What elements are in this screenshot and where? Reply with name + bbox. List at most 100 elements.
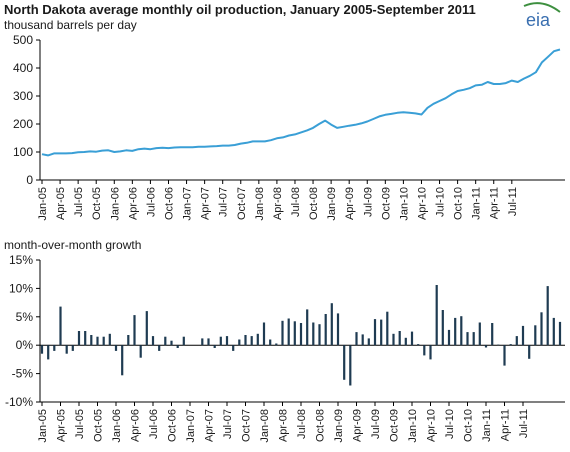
bottom-x-tick-label: Jul-08 <box>296 409 308 439</box>
growth-bar <box>133 315 136 346</box>
growth-bar <box>40 345 44 354</box>
growth-bar <box>312 322 315 346</box>
growth-bar <box>108 333 111 346</box>
growth-bar <box>429 345 432 360</box>
growth-bar <box>139 345 142 358</box>
growth-bar <box>478 322 481 346</box>
growth-bar <box>170 340 173 346</box>
bottom-x-tick-label: Apr-10 <box>426 409 438 442</box>
growth-bar <box>521 325 525 346</box>
growth-bar <box>330 303 333 346</box>
production-series-line <box>41 48 561 157</box>
bottom-x-tick-label: Jul-09 <box>370 409 382 439</box>
top-x-tick-label: Apr-10 <box>416 187 428 220</box>
top-x-tick-label: Apr-05 <box>55 187 67 220</box>
growth-bar <box>164 336 167 346</box>
bottom-x-tick-label: Apr-11 <box>500 409 512 441</box>
growth-bar <box>269 339 272 346</box>
bottom-x-tick-label: Apr-08 <box>278 409 290 442</box>
bottom-y-tick-label: -5% <box>12 367 34 381</box>
top-x-tick-label: Jan-07 <box>182 187 194 221</box>
bottom-x-tick-label: Apr-05 <box>56 409 68 442</box>
bottom-x-tick-label: Apr-07 <box>204 409 216 442</box>
top-x-tick-label: Oct-10 <box>453 187 465 220</box>
top-y-tick-label: 200 <box>13 117 33 131</box>
growth-bar <box>281 320 284 346</box>
growth-bar <box>176 345 179 348</box>
top-x-tick-label: Jul-08 <box>290 187 302 217</box>
growth-bar <box>484 345 488 348</box>
growth-bar <box>145 311 148 346</box>
growth-bar <box>361 334 364 346</box>
bottom-x-tick-label: Apr-09 <box>352 409 364 442</box>
growth-bar <box>392 333 395 346</box>
growth-bar <box>447 329 451 346</box>
growth-bar <box>349 345 352 386</box>
growth-bar <box>262 322 266 346</box>
top-x-tick-label: Jan-06 <box>109 187 121 221</box>
growth-bar <box>466 332 469 346</box>
growth-bar <box>373 319 377 346</box>
top-y-tick-label: 500 <box>13 33 33 47</box>
bottom-x-tick-label: Jul-05 <box>74 409 86 439</box>
logo-swoosh-icon <box>523 2 561 13</box>
growth-bar <box>201 338 204 346</box>
growth-bar <box>367 338 370 346</box>
growth-bar <box>503 345 506 366</box>
growth-bar <box>318 324 321 346</box>
logo-text: eia <box>526 10 551 30</box>
growth-bar <box>404 337 407 346</box>
top-y-tick-label: 400 <box>13 61 33 75</box>
growth-bar <box>232 345 235 351</box>
growth-bar <box>275 343 278 346</box>
eia-logo: eia <box>512 2 568 30</box>
top-x-tick-label: Jan-11 <box>471 187 483 220</box>
chart-title: North Dakota average monthly oil product… <box>4 2 476 17</box>
bottom-x-tick-label: Jul-07 <box>222 409 234 439</box>
growth-bar <box>238 339 241 346</box>
bottom-x-tick-label: Jan-09 <box>333 409 345 443</box>
top-x-tick-label: Jul-09 <box>362 187 374 217</box>
bottom-chart-y-axis-label: month-over-month growth <box>4 238 142 252</box>
growth-bar <box>151 336 155 346</box>
top-x-tick-label: Jul-05 <box>73 187 85 217</box>
growth-bar <box>65 345 68 354</box>
bottom-y-tick-label: 0% <box>16 338 34 352</box>
growth-bar <box>491 323 494 346</box>
growth-bar <box>497 344 500 346</box>
bottom-x-tick-label: Jan-06 <box>111 409 123 443</box>
growth-bar <box>59 306 62 346</box>
growth-bar <box>225 336 229 346</box>
bottom-x-tick-label: Jan-10 <box>407 409 419 443</box>
top-x-tick-label: Jul-11 <box>507 187 519 216</box>
growth-bar <box>540 312 543 346</box>
growth-bar <box>441 310 444 346</box>
bottom-x-tick-label: Jan-05 <box>37 409 49 443</box>
growth-bar <box>546 286 549 346</box>
bottom-x-tick-label: Oct-09 <box>389 409 401 442</box>
growth-bar <box>380 319 383 346</box>
bottom-x-tick-label: Oct-06 <box>167 409 179 442</box>
bottom-y-tick-label: 15% <box>9 253 33 267</box>
top-x-tick-label: Jul-07 <box>218 187 230 217</box>
growth-bar-chart: -10% -5% 0% 5% 10% 15% Jan-05 Apr-05 Jul-05 Oct-0… <box>5 253 565 443</box>
growth-bar <box>336 313 340 346</box>
bottom-x-tick-label: Jul-11 <box>518 409 530 438</box>
growth-bar <box>71 345 74 351</box>
top-x-tick-label: Oct-05 <box>91 187 103 220</box>
bottom-x-tick-label: Oct-07 <box>241 409 253 442</box>
growth-bar <box>219 336 222 346</box>
growth-bar <box>343 345 346 380</box>
top-x-tick-label: Jan-05 <box>37 187 49 221</box>
growth-bar <box>121 345 124 376</box>
bottom-x-tick-label: Oct-10 <box>463 409 475 442</box>
growth-bar <box>287 318 290 346</box>
top-x-tick-label: Oct-06 <box>163 187 175 220</box>
growth-bar <box>299 323 303 346</box>
growth-bar <box>84 331 87 346</box>
growth-bar <box>127 335 130 346</box>
bottom-y-tick-label: 5% <box>16 310 34 324</box>
top-chart-y-axis-label: thousand barrels per day <box>4 18 137 32</box>
growth-bar <box>244 335 247 346</box>
